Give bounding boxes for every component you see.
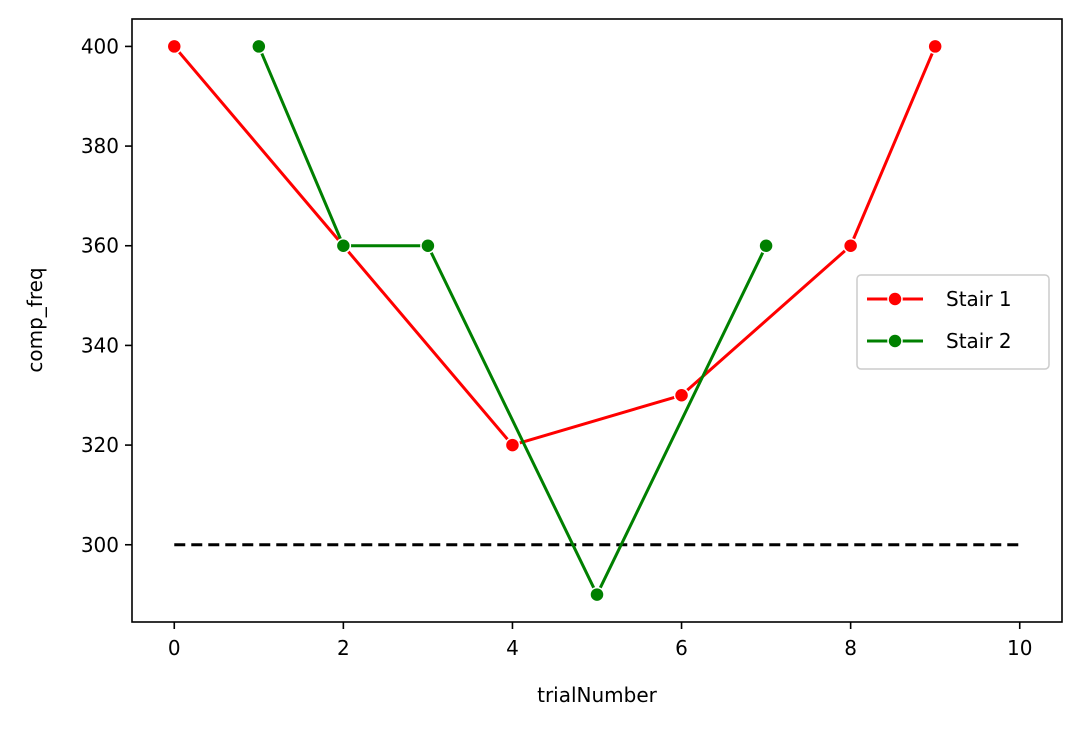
- series-2-point: [335, 237, 352, 254]
- plot-frame: [131, 18, 1063, 623]
- series-2-point: [420, 237, 436, 254]
- x-tick-label: 10: [1007, 636, 1032, 660]
- x-tick-label: 0: [168, 636, 181, 660]
- legend-swatch-marker: [887, 291, 903, 307]
- marks: [166, 38, 1020, 603]
- y-tick-label: 300: [81, 533, 119, 557]
- x-axis-ticks: 0 2 4 6 8 10: [168, 622, 1032, 660]
- x-tick-label: 6: [675, 636, 688, 660]
- y-axis-label: comp_freq: [23, 267, 47, 372]
- legend-entry-label: Stair 2: [946, 329, 1012, 353]
- series-2-point: [758, 237, 774, 254]
- y-tick-label: 340: [81, 333, 119, 357]
- legend-swatch-marker: [887, 333, 903, 349]
- series-2-point: [589, 586, 605, 603]
- x-tick-label: 4: [506, 636, 519, 660]
- y-tick-label: 400: [81, 34, 119, 58]
- series-1-point: [166, 38, 183, 55]
- x-tick-label: 2: [337, 636, 350, 660]
- legend-entry-label: Stair 1: [946, 287, 1012, 311]
- series-2-point: [251, 38, 267, 55]
- series-2-line: [257, 45, 768, 597]
- x-tick-label: 8: [844, 636, 857, 660]
- y-tick-label: 360: [81, 234, 119, 258]
- series-1-point: [504, 437, 521, 453]
- legend: Stair 1 Stair 2: [856, 274, 1050, 370]
- series-1-point: [842, 237, 859, 254]
- series-1-point: [927, 38, 943, 55]
- series-1-line: [173, 45, 937, 447]
- y-tick-label: 380: [81, 134, 119, 158]
- y-axis-ticks: 300 320 340 360 380 400: [81, 34, 132, 557]
- x-axis-label: trialNumber: [537, 683, 658, 707]
- y-tick-label: 320: [81, 433, 119, 457]
- series-1-point: [673, 387, 690, 404]
